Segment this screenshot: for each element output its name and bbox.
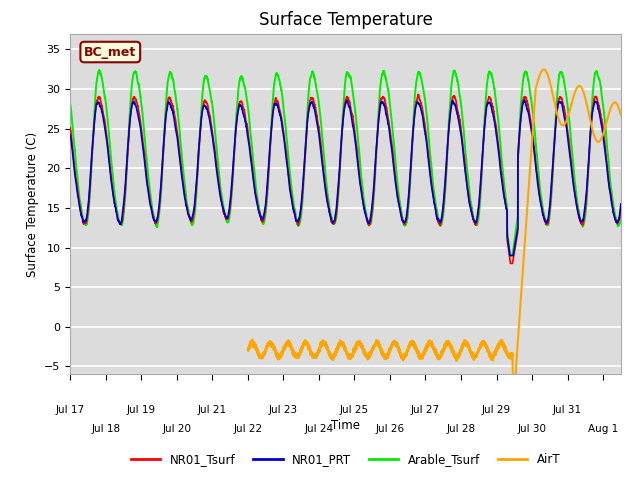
AirT <box>337 340 344 346</box>
NR01_Tsurf <box>100 112 108 118</box>
NR01_PRT <box>520 97 528 103</box>
NR01_PRT <box>193 172 201 178</box>
Arable_Tsurf <box>617 208 625 214</box>
Y-axis label: Surface Temperature (C): Surface Temperature (C) <box>26 132 39 276</box>
Text: Jul 21: Jul 21 <box>198 405 227 415</box>
Text: Jul 24: Jul 24 <box>305 424 333 434</box>
Legend: NR01_Tsurf, NR01_PRT, Arable_Tsurf, AirT: NR01_Tsurf, NR01_PRT, Arable_Tsurf, AirT <box>126 448 565 471</box>
Text: Jul 23: Jul 23 <box>269 405 298 415</box>
Text: Jul 25: Jul 25 <box>340 405 369 415</box>
NR01_Tsurf <box>617 203 625 209</box>
NR01_PRT <box>617 199 625 204</box>
Line: NR01_PRT: NR01_PRT <box>70 100 621 255</box>
Line: NR01_Tsurf: NR01_Tsurf <box>70 95 621 264</box>
NR01_PRT <box>337 154 344 160</box>
NR01_Tsurf <box>415 92 422 97</box>
Text: Jul 26: Jul 26 <box>376 424 404 434</box>
NR01_Tsurf <box>506 261 514 266</box>
NR01_Tsurf <box>67 125 74 131</box>
Text: Jul 17: Jul 17 <box>56 405 85 415</box>
NR01_PRT <box>234 108 242 114</box>
NR01_PRT <box>67 132 74 138</box>
Line: AirT: AirT <box>248 69 621 374</box>
Arable_Tsurf <box>212 132 220 138</box>
Text: Jul 19: Jul 19 <box>127 405 156 415</box>
NR01_Tsurf <box>211 151 219 157</box>
NR01_Tsurf <box>156 198 164 204</box>
Title: Surface Temperature: Surface Temperature <box>259 11 433 29</box>
Text: Jul 22: Jul 22 <box>234 424 262 434</box>
Text: Jul 20: Jul 20 <box>163 424 191 434</box>
Arable_Tsurf <box>156 203 164 208</box>
NR01_Tsurf <box>193 175 201 181</box>
X-axis label: Time: Time <box>331 419 360 432</box>
Arable_Tsurf <box>193 179 201 184</box>
Text: Jul 30: Jul 30 <box>518 424 547 434</box>
Text: Jul 27: Jul 27 <box>411 405 440 415</box>
NR01_Tsurf <box>234 109 242 115</box>
Arable_Tsurf <box>67 102 74 108</box>
Arable_Tsurf <box>234 91 242 96</box>
Text: Aug 1: Aug 1 <box>588 424 618 434</box>
NR01_Tsurf <box>337 159 344 165</box>
Arable_Tsurf <box>95 67 103 73</box>
Text: Jul 31: Jul 31 <box>553 405 582 415</box>
AirT <box>617 113 625 119</box>
Text: Jul 28: Jul 28 <box>447 424 476 434</box>
Text: Jul 18: Jul 18 <box>92 424 120 434</box>
NR01_PRT <box>156 194 164 200</box>
NR01_PRT <box>506 252 514 258</box>
NR01_PRT <box>100 117 108 122</box>
Arable_Tsurf <box>337 158 344 164</box>
NR01_PRT <box>211 157 219 163</box>
Text: BC_met: BC_met <box>84 46 136 59</box>
Arable_Tsurf <box>506 252 514 258</box>
Line: Arable_Tsurf: Arable_Tsurf <box>70 70 621 255</box>
Text: Jul 29: Jul 29 <box>482 405 511 415</box>
Arable_Tsurf <box>100 87 108 93</box>
